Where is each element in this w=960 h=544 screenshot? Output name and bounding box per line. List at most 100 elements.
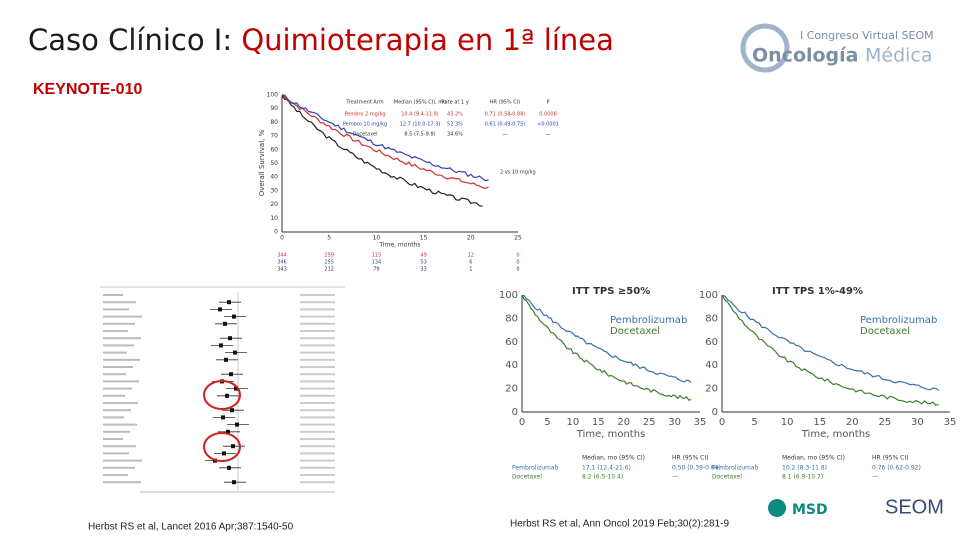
x-tick-label: 30 [911,417,924,428]
table-header: Median (95% CI), mo [394,100,446,106]
table-cell: 8.2 (6.5-10.4) [582,474,623,481]
y-tick-label: 60 [705,337,718,348]
table-cell: 8.5 (7.5-9.8) [404,132,435,138]
table-header: HR (95% CI) [672,455,708,462]
table-cell: 0.71 (0.58-0.88) [485,112,526,118]
forest-label-bar [300,438,335,440]
x-tick-label: 10 [566,417,579,428]
table-cell: 17.1 (12.4-21.6) [582,465,631,472]
forest-label-bar [300,430,335,433]
at-risk: 346 [277,260,287,266]
forest-label-bar [103,402,138,404]
table-cell: 10.4 (9.4-11.9) [401,112,439,118]
x-tick-label: 35 [944,417,957,428]
x-tick-label: 20 [846,417,859,428]
y-tick-label: 90 [270,105,278,112]
forest-label-bar [300,344,335,347]
x-tick-label: 5 [751,417,757,428]
table-cell: 34.6% [447,132,463,138]
y-tick-label: 40 [505,360,518,371]
x-tick-label: 25 [643,417,656,428]
forest-label-bar [103,294,123,296]
y-tick-label: 0 [274,229,278,236]
at-risk: 343 [277,267,287,273]
x-tick-label: 35 [694,417,707,428]
forest-label-bar [103,445,136,448]
forest-plot [100,286,345,493]
x-tick-label: 25 [878,417,891,428]
forest-label-bar [103,337,141,340]
forest-label-bar [300,330,335,332]
forest-label-bar [103,438,123,440]
forest-label-bar [300,351,335,354]
logo-line: I Congreso Virtual SEOM [800,29,934,42]
at-risk: 53 [420,260,426,266]
forest-point [231,444,235,449]
forest-label-bar [103,387,132,390]
table-cell: 0.0008 [539,112,557,118]
y-tick-label: 30 [270,187,278,194]
table-cell: — [672,474,678,481]
forest-label-bar [300,294,335,296]
table-cell: 12.7 (10.0-17.3) [400,122,441,128]
forest-point [235,422,239,427]
x-tick-label: 30 [668,417,681,428]
forest-label-bar [103,308,129,311]
y-tick-label: 100 [699,290,718,301]
forest-label-bar [300,466,335,469]
survival-curve [721,294,939,391]
forest-point [234,386,238,391]
msd-logo [768,499,786,517]
forest-label-bar [103,380,139,383]
forest-label-bar [300,366,335,368]
forest-label-bar [103,430,130,433]
highlight-circle [203,380,241,410]
title-part: Quimioterapia en 1ª línea [241,23,614,57]
x-axis-label: Time, months [801,429,871,440]
forest-label-bar [103,481,141,484]
forest-label-bar [300,301,335,304]
y-tick-label: 100 [267,92,279,99]
forest-label-bar [300,315,335,318]
title: Caso Clínico I: Quimioterapia en 1ª líne… [28,23,614,57]
forest-label-bar [300,423,335,426]
msd-text: MSD [792,502,828,518]
y-tick-label: 60 [505,337,518,348]
highlight-circle [203,432,241,462]
forest-label-bar [103,351,127,354]
table-cell: Docetaxel [352,132,377,138]
table-header: Treatment Arm [345,100,383,106]
y-tick-label: 0 [712,407,718,418]
forest-point [227,300,231,305]
x-tick-label: 0 [519,417,525,428]
at-risk: 259 [324,253,334,259]
table-header: HR (95% CI) [872,455,908,462]
at-risk: 6 [469,260,472,266]
forest-label-bar [103,330,128,332]
legend-entry: Pembrolizumab [610,315,687,326]
forest-label-bar [300,445,335,448]
forest-label-bar [300,452,335,455]
forest-label-bar [103,344,134,347]
x-tick-label: 25 [514,235,522,242]
x-tick-label: 0 [280,235,284,242]
at-risk: 0 [516,267,519,273]
forest-label-bar [103,409,131,412]
y-tick-label: 80 [270,119,278,126]
at-risk: 12 [468,253,474,259]
forest-label-bar [300,387,335,390]
y-tick-label: 60 [270,146,278,153]
y-tick-label: 20 [505,384,518,395]
y-tick-label: 100 [499,290,518,301]
forest-label-bar [300,474,335,476]
forest-label-bar [103,315,142,318]
logo-word: Oncología [752,45,859,67]
forest-label-bar [103,394,125,397]
table-cell: Pembro 2 mg/kg [344,112,385,118]
table-cell: 43.2% [447,112,463,118]
legend-entry: Pembrolizumab [860,315,937,326]
at-risk: 79 [373,267,379,273]
forest-label-bar [103,423,137,426]
logo-ring [740,23,790,73]
at-risk: 212 [324,267,334,273]
